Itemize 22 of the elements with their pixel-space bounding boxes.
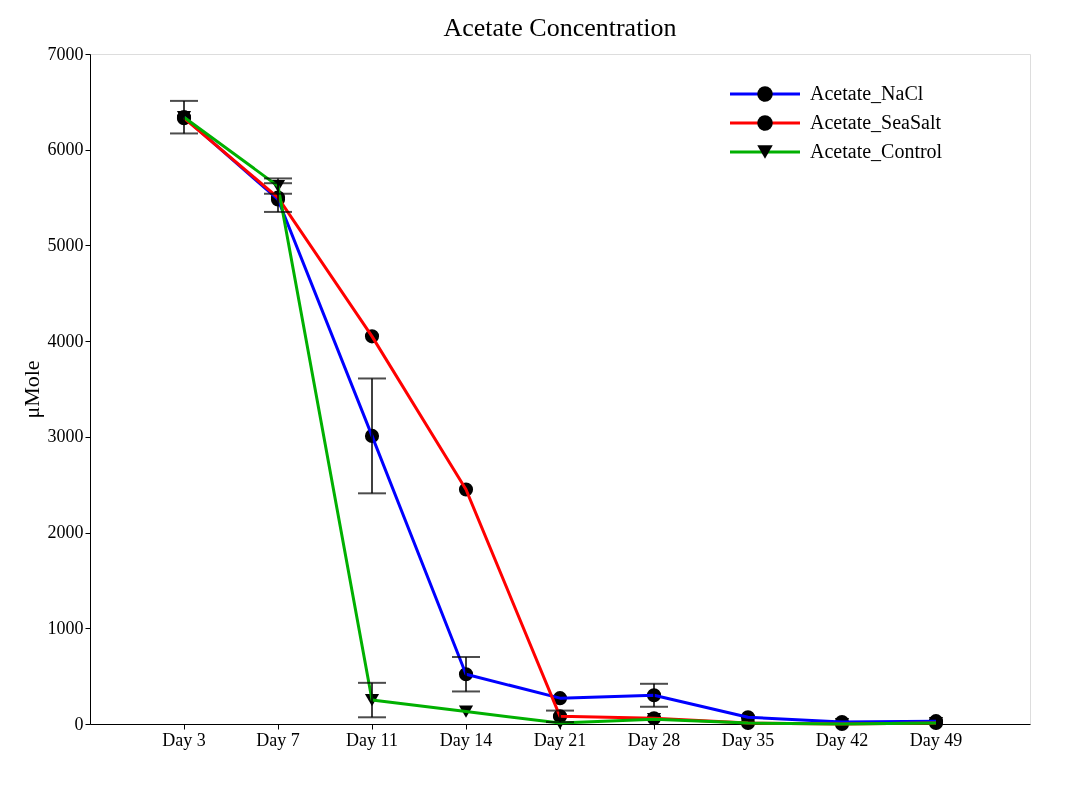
legend-label: Acetate_Control: [810, 140, 943, 162]
y-tick-label: 3000: [47, 426, 84, 447]
x-tick-label: Day 3: [162, 729, 206, 750]
y-axis-title: μMole: [18, 360, 44, 419]
x-tick-label: Day 35: [721, 729, 775, 750]
legend-label: Acetate_NaCl: [810, 82, 924, 104]
x-tick-label: Day 49: [909, 729, 963, 750]
y-tick-label: 5000: [47, 234, 84, 255]
y-tick-label: 2000: [47, 522, 84, 543]
x-tick-label: Day 28: [627, 729, 681, 750]
y-tick-label: 1000: [47, 617, 84, 638]
y-tick-label: 4000: [47, 330, 84, 351]
x-tick-label: Day 14: [439, 729, 493, 750]
y-tick-label: 7000: [47, 43, 84, 64]
x-tick-label: Day 21: [533, 729, 587, 750]
legend-label: Acetate_SeaSalt: [810, 111, 942, 133]
y-tick-label: 6000: [47, 139, 84, 160]
x-tick-label: Day 42: [815, 729, 869, 750]
chart-title: Acetate Concentration: [443, 13, 677, 42]
x-tick-label: Day 11: [346, 729, 398, 750]
x-tick-label: Day 7: [256, 729, 300, 750]
y-tick-label: 0: [74, 713, 84, 734]
